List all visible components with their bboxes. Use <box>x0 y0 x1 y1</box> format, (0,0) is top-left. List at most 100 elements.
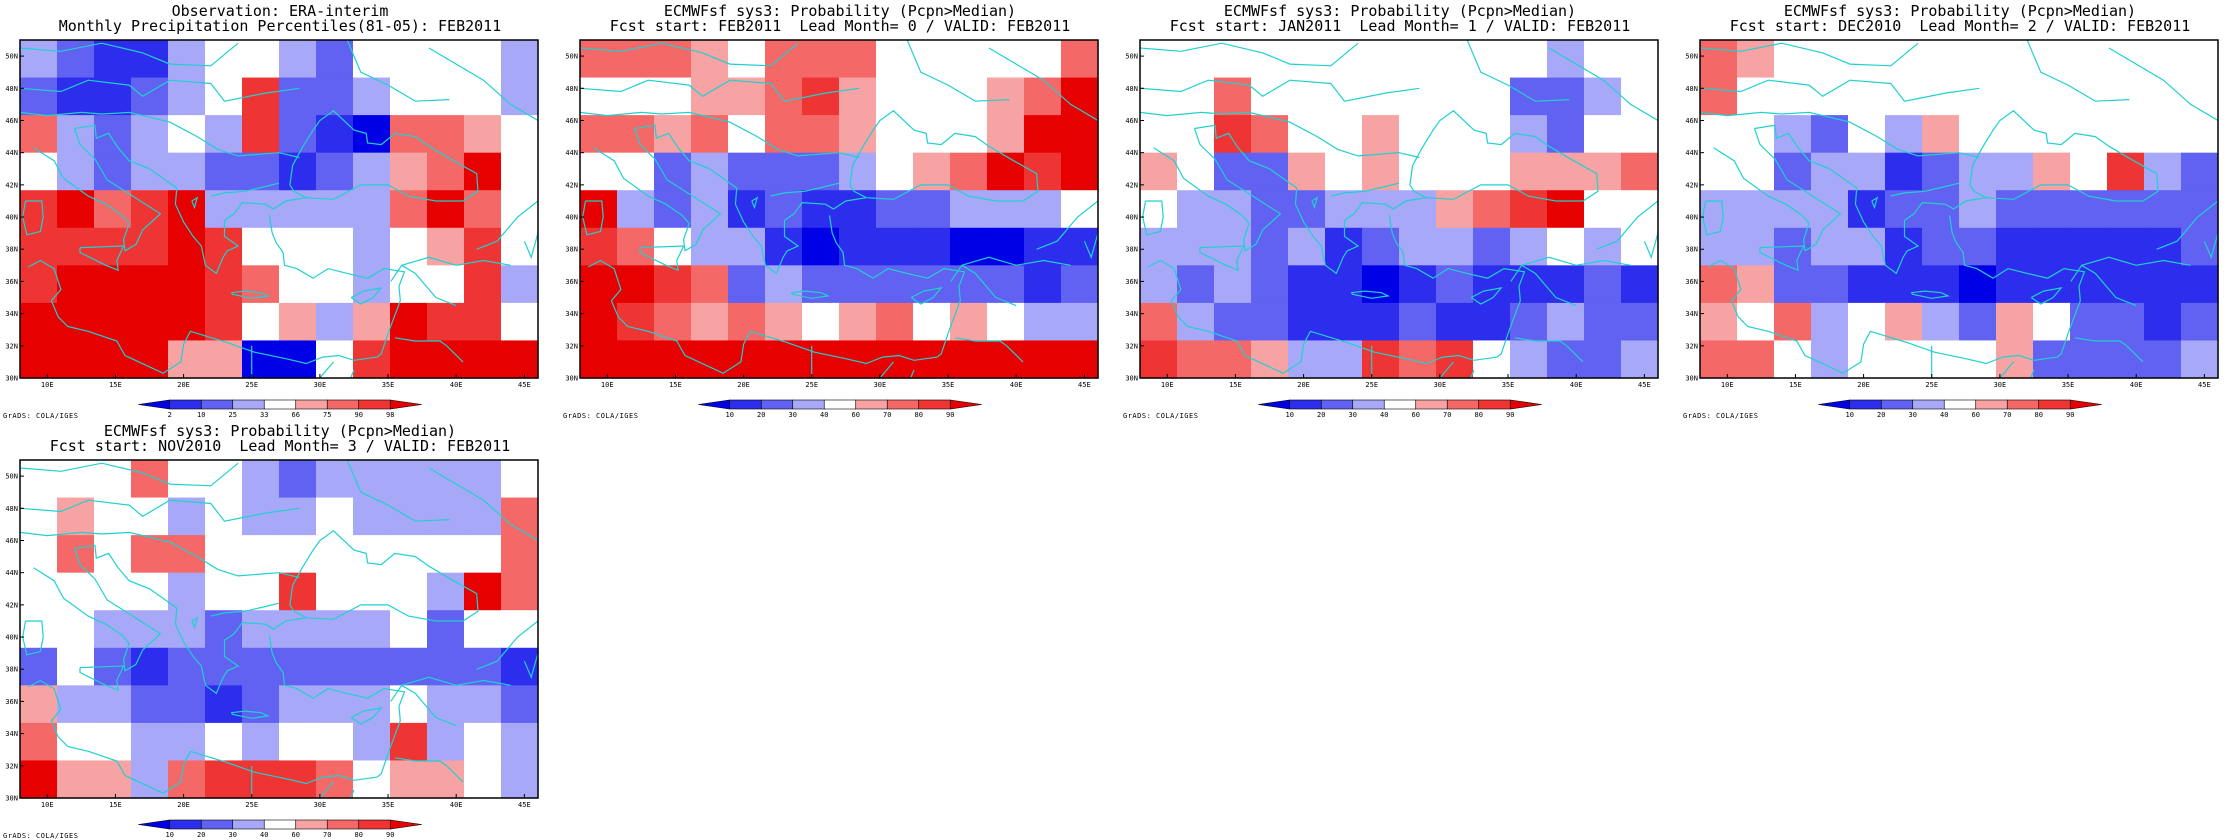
colorbar-label: 10 <box>1846 411 1854 419</box>
heatmap-cell <box>168 460 206 499</box>
panel-subtitle: Fcst start: JAN2011 Lead Month= 1 / VALI… <box>1169 17 1631 35</box>
colorbar-swatch <box>232 819 265 830</box>
coastline <box>1140 42 1359 67</box>
heatmap-cell <box>168 302 206 342</box>
heatmap-cell <box>1510 302 1548 342</box>
heatmap-cell <box>1140 190 1178 229</box>
lon-label: 20E <box>737 381 750 389</box>
heatmap-cell <box>580 227 618 266</box>
heatmap-cell <box>427 497 465 536</box>
heatmap-cell <box>279 572 317 611</box>
heatmap-cell <box>1024 152 1062 191</box>
heatmap-cell <box>1621 302 1659 342</box>
heatmap-cell <box>1399 190 1437 229</box>
heatmap-cell <box>390 302 428 342</box>
heatmap-cell <box>1547 152 1585 191</box>
heatmap-cell <box>950 302 988 342</box>
coastline <box>954 337 1024 363</box>
heatmap-cell <box>168 190 206 229</box>
heatmap-cell <box>464 152 502 191</box>
heatmap-cell <box>1700 152 1738 191</box>
heatmap-cell <box>1621 115 1659 154</box>
lon-label: 15E <box>1789 381 1802 389</box>
coastline <box>27 215 406 374</box>
heatmap-cell <box>242 40 280 79</box>
heatmap-cell <box>205 722 243 762</box>
heatmap-cell <box>1584 265 1622 304</box>
colorbar-arrow-left <box>1258 399 1291 410</box>
heatmap-cell <box>427 190 465 229</box>
lat-label: 44N <box>5 569 18 577</box>
heatmap-cell <box>1848 115 1886 154</box>
heatmap-cell <box>913 227 951 266</box>
lat-label: 40N <box>565 214 578 222</box>
heatmap-cell <box>1996 190 2034 229</box>
colorbar-swatch <box>855 399 888 410</box>
heatmap-cell <box>390 760 428 799</box>
heatmap-cell <box>1885 152 1923 191</box>
heatmap-cell <box>691 227 729 266</box>
heatmap-cells <box>1140 40 1659 379</box>
heatmap-cell <box>20 265 58 304</box>
lat-label: 48N <box>1685 85 1698 93</box>
coastline <box>950 264 1017 307</box>
panel-title: ECMWFsf sys3: Probability (Pcpn>Median) <box>663 2 1017 20</box>
heatmap-cell <box>242 460 280 499</box>
colorbar-label: 80 <box>2035 411 2043 419</box>
lat-label: 46N <box>565 117 578 125</box>
lat-label: 50N <box>5 473 18 481</box>
heatmap-cell <box>617 77 655 116</box>
heatmap-cell <box>2181 227 2219 266</box>
heatmap-cell <box>242 535 280 574</box>
lon-label: 35E <box>1502 381 1515 389</box>
colorbar-label: 70 <box>2003 411 2011 419</box>
heatmap-cell <box>1024 115 1062 154</box>
heatmap-cell <box>2107 302 2145 342</box>
heatmap-cell <box>2033 40 2071 79</box>
heatmap-cell <box>1774 265 1812 304</box>
coastline <box>20 42 239 67</box>
heatmap-cell <box>464 722 502 762</box>
heatmap-cell <box>353 610 391 649</box>
heatmap-cell <box>1774 152 1812 191</box>
heatmap-cell <box>1996 77 2034 116</box>
coastline <box>1596 199 1658 250</box>
heatmap-cell <box>316 610 354 649</box>
heatmap-cell <box>654 115 692 154</box>
coastline <box>319 781 334 798</box>
heatmap-cell <box>242 340 280 379</box>
heatmap-cell <box>242 227 280 266</box>
heatmap-cell <box>131 40 169 79</box>
heatmap-cell <box>168 572 206 611</box>
heatmap-cell <box>168 265 206 304</box>
lat-label: 36N <box>5 698 18 706</box>
coastline <box>428 47 538 122</box>
heatmap-cell <box>987 77 1025 116</box>
coastline <box>27 635 406 794</box>
colorbar-label: 2 <box>168 411 172 419</box>
heatmap-cell <box>464 302 502 342</box>
heatmap-cell <box>1848 152 1886 191</box>
heatmap-cell <box>168 115 206 154</box>
heatmap-cell <box>580 152 618 191</box>
heatmap-cell <box>390 497 428 536</box>
lat-label: 44N <box>1125 149 1138 157</box>
heatmap-cell <box>1436 265 1474 304</box>
heatmap-cell <box>427 152 465 191</box>
coastline <box>346 40 450 102</box>
colorbar-label: 80 <box>355 831 363 839</box>
colorbar-swatch <box>2038 399 2071 410</box>
colorbar-label: 90 <box>1506 411 1514 419</box>
heatmap-cell <box>279 722 317 762</box>
lon-label: 30E <box>314 381 327 389</box>
heatmap-cell <box>390 77 428 116</box>
lon-label: 25E <box>245 381 258 389</box>
heatmap-cell <box>279 190 317 229</box>
heatmap-cell <box>20 460 58 499</box>
heatmap-cell <box>1700 77 1738 116</box>
lon-label: 30E <box>314 801 327 809</box>
heatmap-cell <box>580 40 618 79</box>
heatmap-cell <box>1362 40 1400 79</box>
coastline <box>1521 256 1631 266</box>
heatmap-cell <box>390 152 428 191</box>
